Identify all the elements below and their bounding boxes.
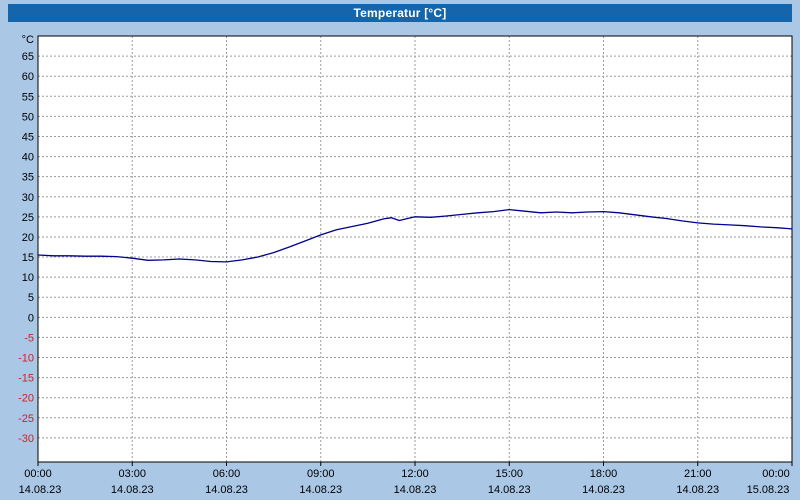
x-tick-date: 14.08.23 [111, 484, 154, 496]
x-tick-time: 03:00 [118, 468, 146, 480]
svg-text:40: 40 [22, 152, 34, 164]
svg-text:5: 5 [28, 292, 34, 304]
x-tick-time: 00:00 [24, 468, 52, 480]
svg-text:25: 25 [22, 212, 34, 224]
x-tick-time: 06:00 [213, 468, 241, 480]
svg-text:-10: -10 [18, 353, 34, 365]
svg-text:60: 60 [22, 71, 34, 83]
svg-text:-5: -5 [24, 332, 34, 344]
svg-text:-25: -25 [18, 413, 34, 425]
svg-text:10: 10 [22, 272, 34, 284]
y-axis-unit: °C [22, 34, 34, 46]
svg-text:20: 20 [22, 232, 34, 244]
x-tick-time: 00:00 [762, 468, 790, 480]
svg-text:45: 45 [22, 131, 34, 143]
x-tick-date: 14.08.23 [205, 484, 248, 496]
temperature-line [37, 208, 793, 263]
gridlines [38, 36, 792, 462]
svg-text:50: 50 [22, 111, 34, 123]
x-tick-date: 15.08.23 [747, 484, 790, 496]
svg-text:-20: -20 [18, 393, 34, 405]
svg-text:55: 55 [22, 91, 34, 103]
chart-title: Temperatur [°C] [353, 6, 447, 20]
svg-text:-30: -30 [18, 433, 34, 445]
svg-text:35: 35 [22, 172, 34, 184]
svg-text:15: 15 [22, 252, 34, 264]
title-bar: Temperatur [°C] [8, 4, 792, 22]
x-tick-date: 14.08.23 [488, 484, 531, 496]
x-tick-time: 18:00 [590, 468, 618, 480]
svg-text:0: 0 [28, 312, 34, 324]
x-tick-date: 14.08.23 [676, 484, 719, 496]
svg-text:65: 65 [22, 51, 34, 63]
x-tick-date: 14.08.23 [299, 484, 342, 496]
x-axis-labels: 00:00 14.08.23 03:00 14.08.23 06:00 14.08.23 0… [19, 462, 793, 496]
x-tick-time: 21:00 [684, 468, 712, 480]
x-tick-date: 14.08.23 [582, 484, 625, 496]
x-tick-date: 14.08.23 [19, 484, 62, 496]
x-tick-time: 15:00 [495, 468, 523, 480]
x-tick-date: 14.08.23 [394, 484, 437, 496]
x-tick-time: 12:00 [401, 468, 429, 480]
svg-text:-15: -15 [18, 373, 34, 385]
svg-text:30: 30 [22, 192, 34, 204]
x-tick-time: 09:00 [307, 468, 335, 480]
y-axis-labels: -30 -25 -20 -15 -10 -5 0 5 10 15 20 25 30 35 40 45 50 55 6… [18, 34, 34, 445]
